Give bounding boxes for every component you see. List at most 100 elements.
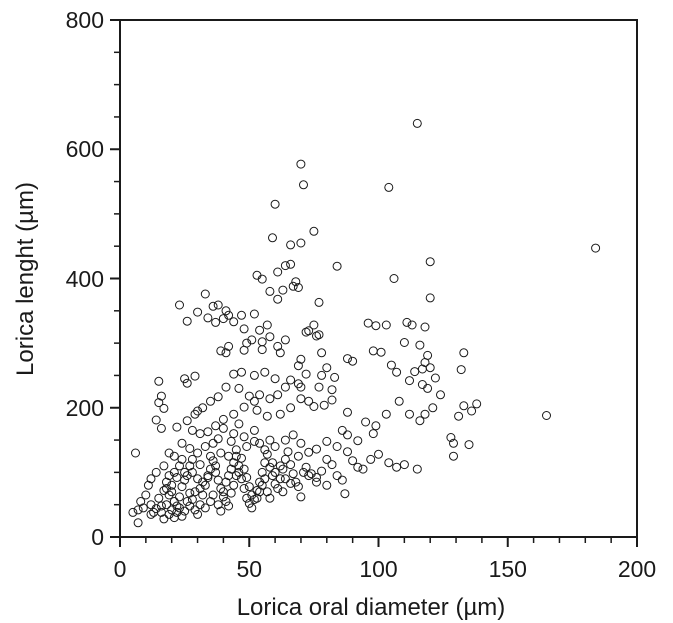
data-point xyxy=(237,367,246,377)
data-point xyxy=(260,458,270,468)
data-point xyxy=(343,447,352,457)
data-point xyxy=(234,467,244,477)
data-point xyxy=(237,474,246,484)
data-point xyxy=(268,458,277,468)
data-point xyxy=(182,378,192,388)
data-point xyxy=(175,300,184,310)
data-point xyxy=(239,324,249,334)
data-point xyxy=(286,259,296,269)
data-point xyxy=(273,341,283,351)
data-point xyxy=(420,358,430,367)
data-point xyxy=(229,369,239,379)
data-point xyxy=(234,383,244,393)
data-point xyxy=(278,487,288,497)
data-point xyxy=(381,320,391,330)
data-point xyxy=(193,406,203,416)
data-point xyxy=(309,402,319,411)
data-point xyxy=(226,488,236,498)
data-point xyxy=(348,356,358,366)
data-point xyxy=(283,447,293,457)
data-point xyxy=(301,462,311,472)
data-point xyxy=(143,480,153,490)
data-point xyxy=(322,480,332,490)
data-point xyxy=(167,480,177,490)
data-point xyxy=(420,409,430,419)
y-tick-label-1: 200 xyxy=(66,395,104,421)
data-point xyxy=(244,391,254,401)
data-point xyxy=(343,354,352,364)
data-point xyxy=(262,411,272,421)
data-point xyxy=(203,473,213,482)
data-point xyxy=(206,451,215,461)
data-point xyxy=(280,261,290,271)
data-point xyxy=(177,482,187,492)
data-point xyxy=(317,348,327,358)
data-point xyxy=(327,385,337,395)
data-point xyxy=(348,456,358,466)
data-point xyxy=(255,477,265,487)
data-point xyxy=(296,238,306,248)
data-point xyxy=(327,460,337,470)
data-point xyxy=(159,461,169,471)
data-point xyxy=(213,300,223,310)
data-point xyxy=(154,376,164,386)
data-point xyxy=(216,346,226,356)
data-point xyxy=(172,473,182,482)
data-point xyxy=(203,427,213,437)
data-point xyxy=(206,396,215,406)
data-point xyxy=(244,498,254,508)
data-point xyxy=(296,438,306,448)
data-point xyxy=(265,286,275,296)
data-point xyxy=(193,474,203,484)
data-point xyxy=(252,405,262,415)
data-point xyxy=(156,423,166,433)
data-point xyxy=(412,118,422,128)
data-point xyxy=(405,376,414,386)
data-point xyxy=(361,417,371,427)
data-point xyxy=(146,509,156,519)
data-point xyxy=(221,306,231,316)
data-point xyxy=(239,484,249,493)
data-point xyxy=(358,464,368,474)
data-point xyxy=(449,451,458,461)
data-point xyxy=(542,411,551,420)
data-point xyxy=(195,460,205,470)
data-point xyxy=(340,489,350,499)
data-point xyxy=(218,492,228,502)
data-point xyxy=(159,514,169,524)
data-point xyxy=(301,369,311,379)
data-point xyxy=(353,462,363,472)
data-point xyxy=(224,310,234,320)
data-point xyxy=(141,490,151,500)
data-point xyxy=(446,433,456,442)
data-point xyxy=(278,285,288,295)
data-point xyxy=(224,501,234,511)
data-point xyxy=(218,314,228,324)
data-point xyxy=(423,383,433,393)
data-point xyxy=(296,394,306,404)
y-tick-label-3: 600 xyxy=(66,136,104,162)
data-point xyxy=(185,461,195,471)
data-point xyxy=(337,425,347,435)
data-point xyxy=(213,392,223,402)
data-point xyxy=(190,487,200,497)
data-point xyxy=(218,423,228,433)
data-point xyxy=(213,434,223,444)
data-point xyxy=(195,429,205,439)
data-point xyxy=(368,346,378,356)
data-point xyxy=(270,442,280,451)
data-point xyxy=(162,500,171,510)
data-point xyxy=(187,467,197,477)
data-point xyxy=(368,429,378,439)
data-points xyxy=(128,118,601,528)
data-point xyxy=(288,469,298,479)
data-point xyxy=(392,367,402,377)
data-point xyxy=(286,403,296,413)
data-point xyxy=(218,487,228,497)
data-point xyxy=(262,487,272,497)
data-point xyxy=(247,503,257,513)
data-point xyxy=(211,467,221,477)
data-point xyxy=(162,477,171,487)
x-tick-label-4: 200 xyxy=(618,556,656,582)
data-point xyxy=(464,440,474,450)
